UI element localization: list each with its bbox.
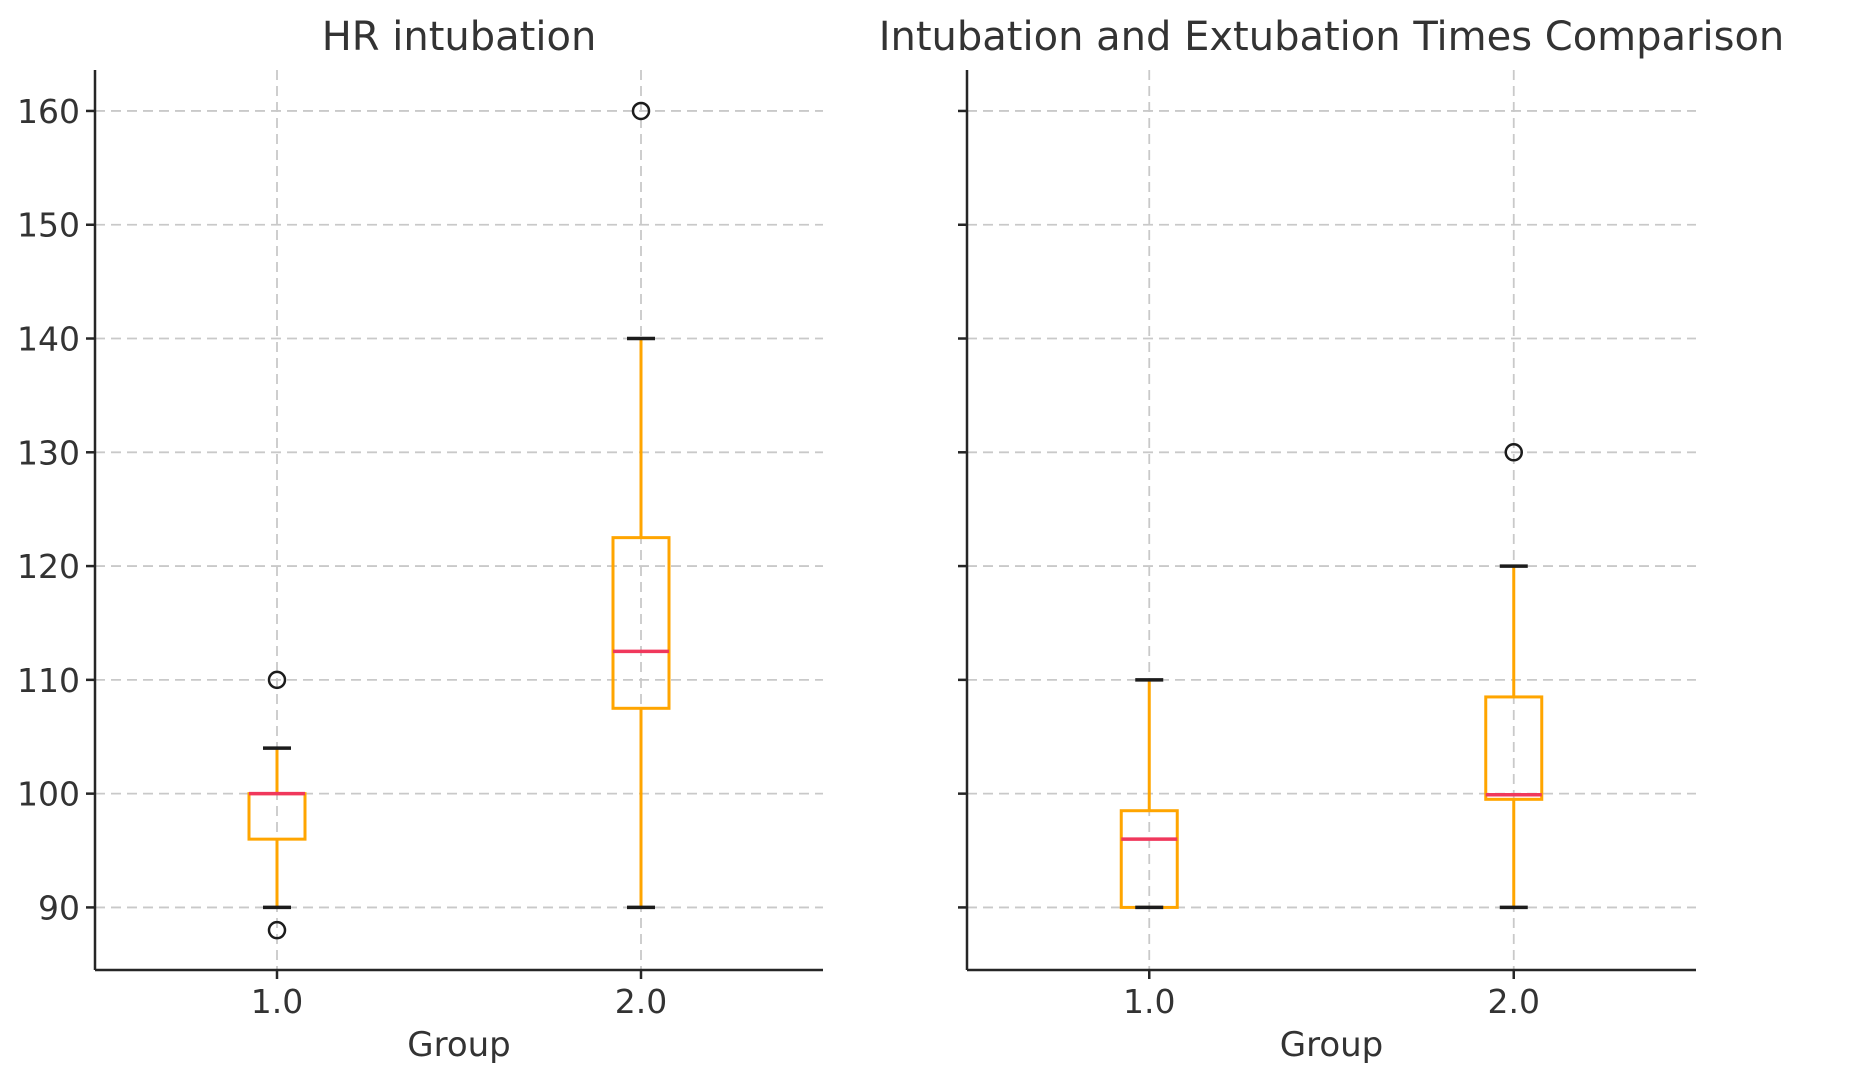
outlier-point — [631, 101, 651, 121]
y-tick-label: 90 — [38, 888, 80, 927]
boxplot-group-2.0 — [611, 101, 671, 910]
subplot-1: 90 100 110 120 130 140 150 160 1.0 2.0 Group HR int… — [17, 14, 823, 1065]
y-tick-label: 100 — [17, 775, 80, 814]
y-tick-label: 160 — [17, 92, 80, 131]
y-tick-label: 140 — [17, 320, 80, 359]
outlier-point — [267, 920, 287, 940]
plot-title: Intubation and Extubation Times Comparis… — [879, 14, 1785, 60]
iqr-box — [1484, 695, 1544, 801]
x-tick-label: 1.0 — [1123, 982, 1175, 1021]
plot-title: HR intubation — [322, 14, 597, 60]
boxplot-group-1.0 — [247, 670, 307, 940]
gridlines — [967, 70, 1696, 970]
x-axis-label: Group — [407, 1025, 511, 1065]
y-tick-label: 120 — [17, 547, 80, 586]
iqr-box — [247, 792, 307, 841]
gridlines — [95, 70, 823, 970]
x-axis-label: Group — [1280, 1025, 1384, 1065]
x-tick-label: 2.0 — [615, 982, 667, 1021]
outlier-point — [267, 670, 287, 690]
boxplot-group-1.0 — [1119, 678, 1179, 910]
x-tick-label: 2.0 — [1488, 982, 1540, 1021]
y-tick-label: 130 — [17, 433, 80, 472]
outlier-point — [1504, 443, 1523, 462]
subplot-2: 1.0 2.0 Group Intubation and Extubation Tim… — [879, 14, 1785, 1065]
x-tick-label: 1.0 — [251, 982, 303, 1021]
boxplot-group-2.0 — [1484, 443, 1544, 910]
y-tick-label: 110 — [17, 661, 80, 700]
y-tick-label: 150 — [17, 206, 80, 245]
iqr-box — [611, 536, 671, 710]
